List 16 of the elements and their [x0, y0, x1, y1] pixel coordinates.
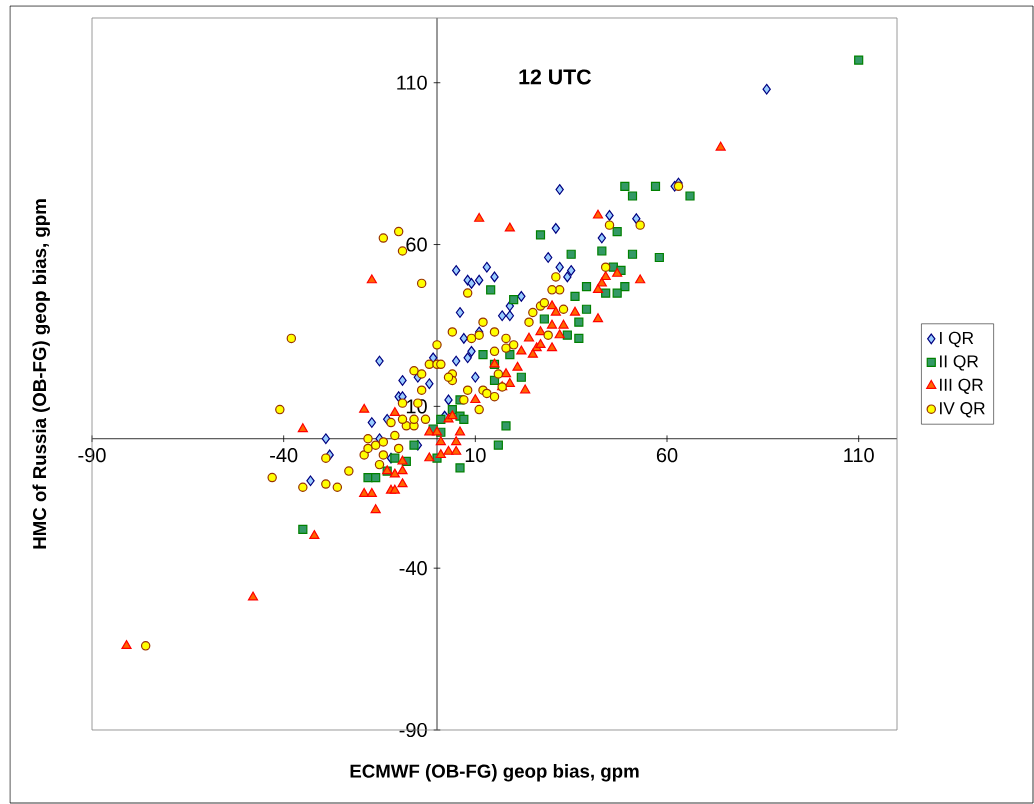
y-tick-label: 60	[406, 237, 427, 252]
legend-label: II QR	[940, 355, 979, 371]
y-axis-title: HMC of Russia (OB-FG) geop bias, gpm	[32, 199, 50, 549]
legend-label: IV QR	[940, 402, 985, 418]
x-tick-label: 110	[844, 448, 874, 463]
legend-label: I QR	[940, 331, 974, 348]
legend-label: III QR	[940, 378, 983, 395]
x-axis-title: ECMWF (OB-FG) geop bias, gpm	[350, 764, 639, 782]
x-tick-label: -40	[270, 448, 298, 463]
x-tick-label: -90	[78, 448, 106, 463]
y-tick-label: 110	[397, 75, 427, 90]
text: 12 UTC	[519, 69, 592, 85]
y-tick-label: -40	[399, 561, 427, 576]
x-tick-label: 10	[465, 448, 486, 463]
x-tick-label: 60	[656, 448, 678, 463]
y-tick-label: -90	[399, 722, 427, 738]
